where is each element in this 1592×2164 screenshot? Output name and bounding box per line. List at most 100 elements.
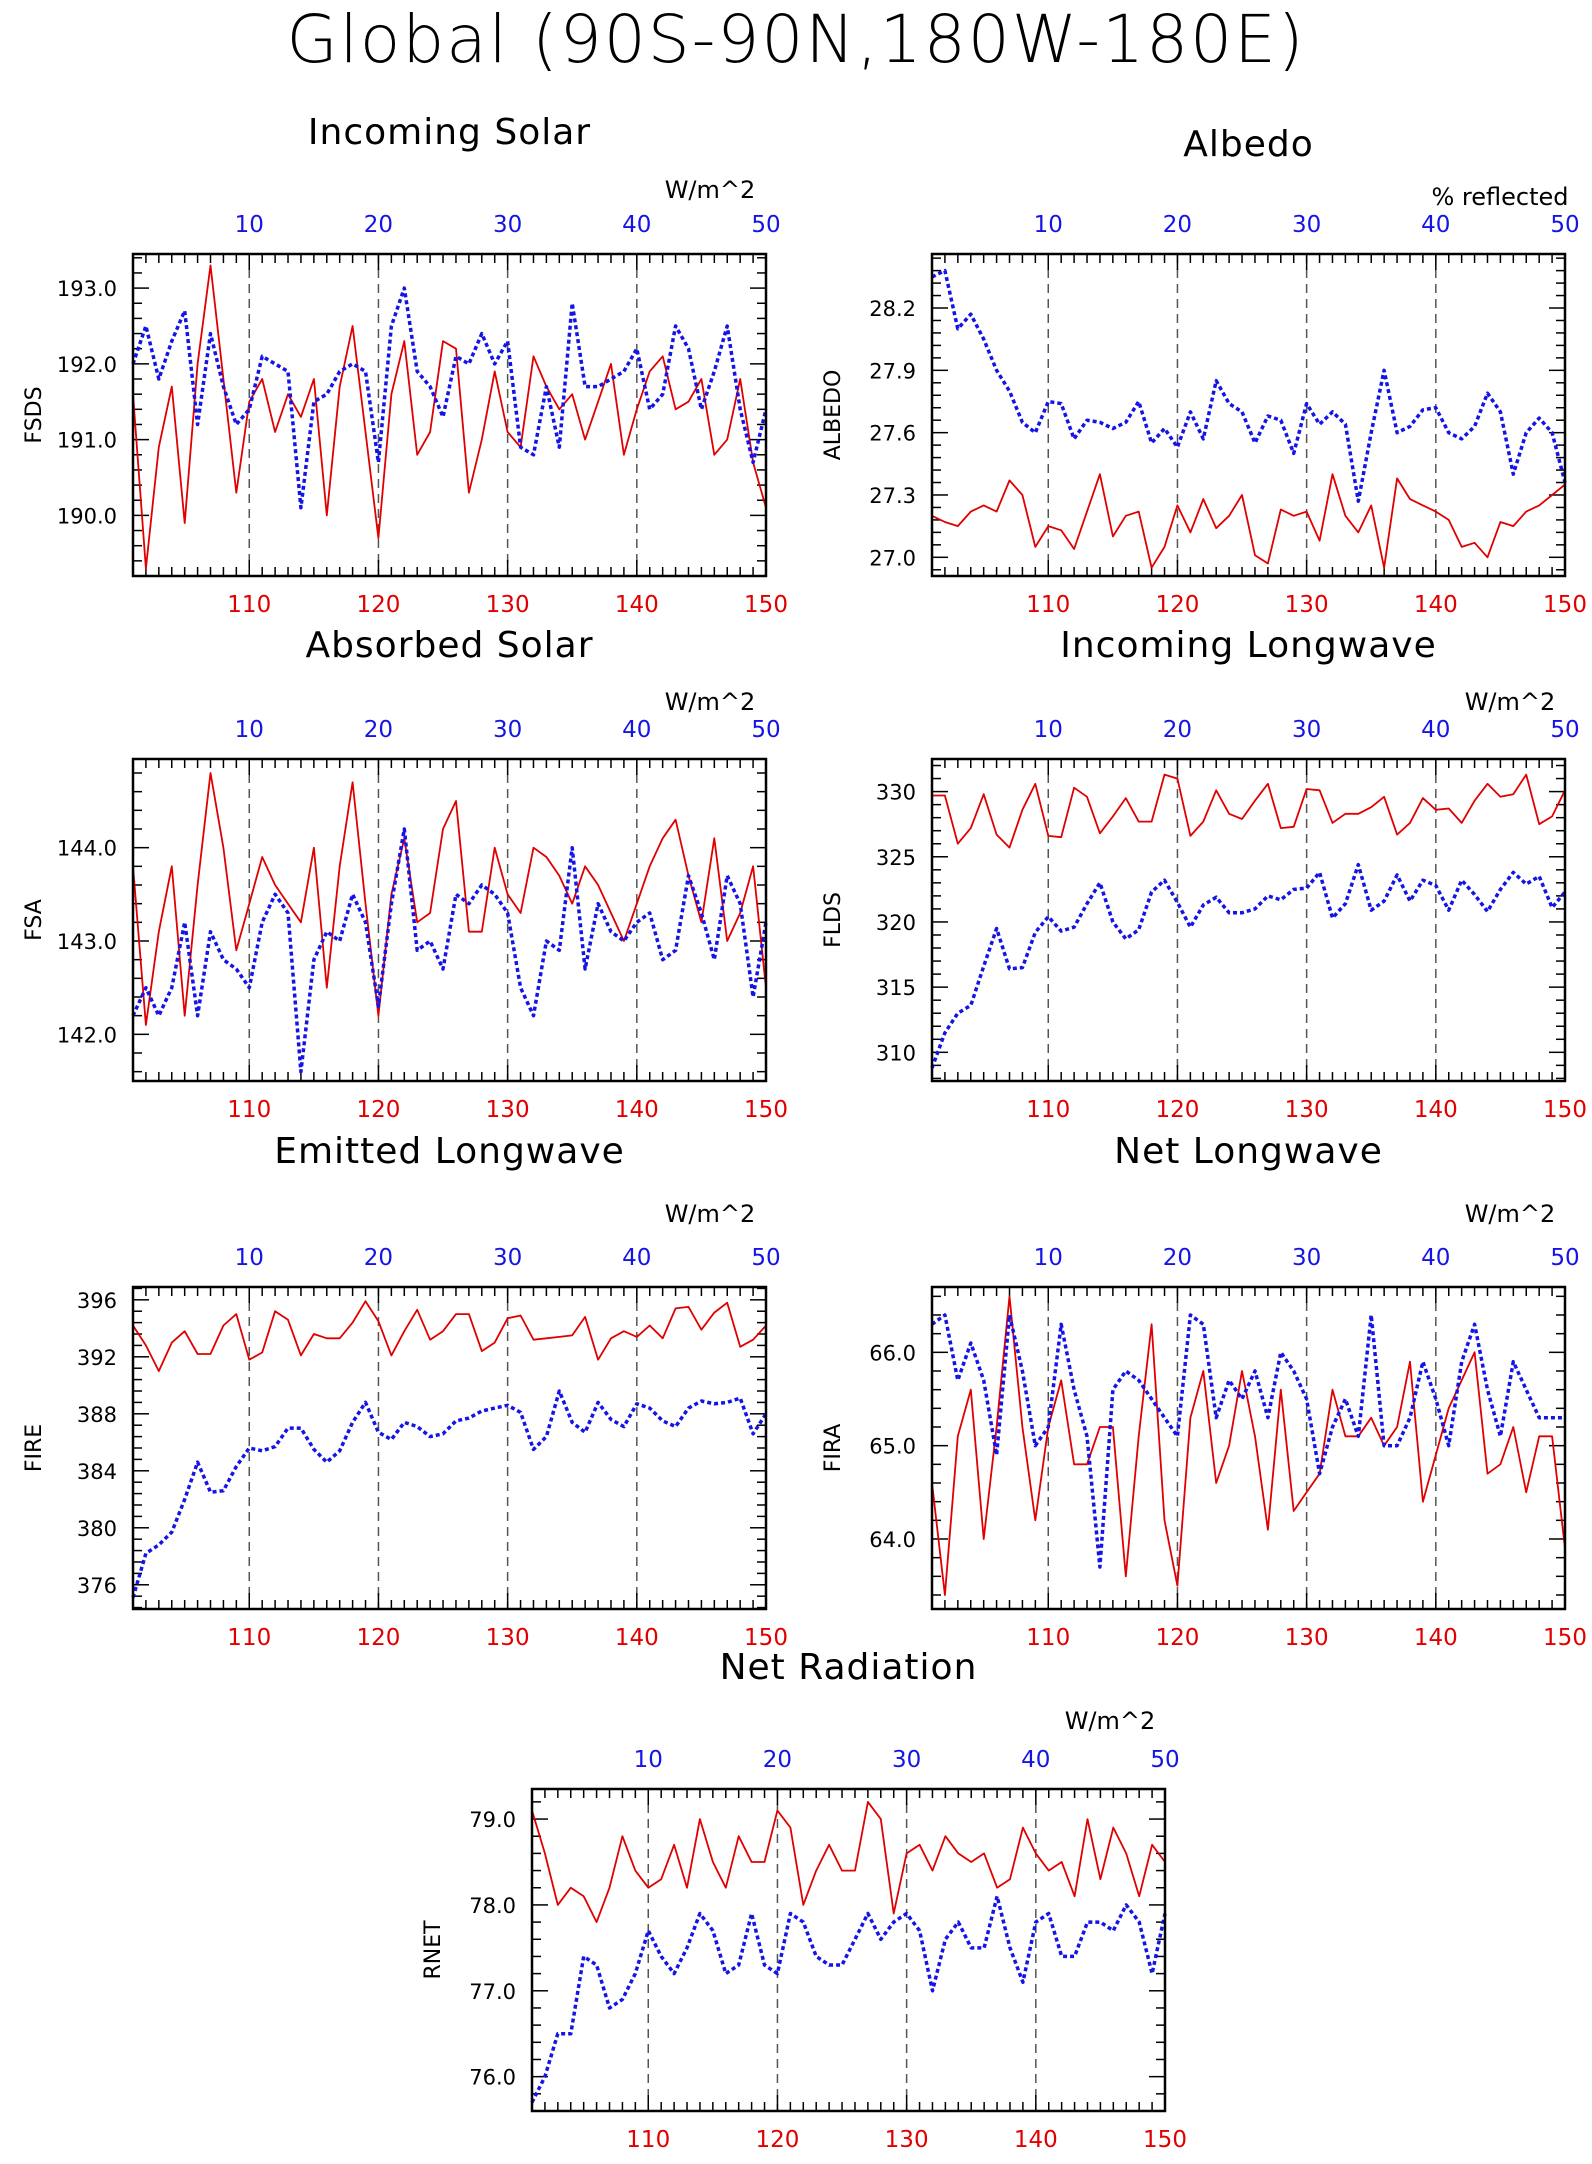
main-title: Global (90S-90N,180W-180E): [286, 1, 1305, 78]
x-tick-label-top: 10: [1034, 212, 1063, 238]
x-tick-label-bottom: 140: [615, 592, 659, 618]
y-tick-label: 320: [876, 911, 916, 935]
x-tick-label-top: 10: [1034, 717, 1063, 743]
x-tick-label-bottom: 140: [615, 1625, 659, 1651]
y-tick-label: 28.2: [869, 297, 916, 321]
x-tick-label-top: 30: [493, 1245, 522, 1271]
y-tick-label: 388: [77, 1403, 117, 1427]
x-tick-label-bottom: 150: [744, 1625, 788, 1651]
chart-title: Emitted Longwave: [274, 1131, 625, 1172]
x-tick-label-top: 30: [1292, 1245, 1321, 1271]
y-tick-label: 27.9: [869, 359, 916, 383]
x-tick-label-top: 20: [1163, 1245, 1192, 1271]
x-tick-label-top: 20: [1163, 717, 1192, 743]
series-line-blue: [931, 268, 1567, 503]
x-tick-label-top: 10: [1034, 1245, 1063, 1271]
x-tick-label-top: 40: [622, 1245, 651, 1271]
x-tick-label-bottom: 110: [1026, 592, 1070, 618]
y-axis-label: FIRA: [821, 1424, 846, 1473]
unit-label: W/m^2: [1465, 1200, 1556, 1228]
y-axis-label: RNET: [421, 1920, 446, 1980]
plot-frame: [131, 1285, 768, 1611]
x-tick-label-bottom: 140: [1014, 2127, 1058, 2153]
x-tick-label-top: 20: [364, 717, 393, 743]
x-tick-label-bottom: 110: [1026, 1625, 1070, 1651]
chart-title: Net Longwave: [1114, 1131, 1383, 1172]
x-tick-label-bottom: 150: [744, 1097, 788, 1123]
chart-title: Net Radiation: [720, 1647, 978, 1688]
plot-frame: [930, 252, 1567, 578]
y-axis-label: ALBEDO: [821, 370, 846, 461]
x-tick-label-bottom: 120: [1155, 1625, 1199, 1651]
y-tick-label: 27.0: [869, 546, 916, 570]
y-tick-label: 190.0: [57, 504, 117, 528]
x-tick-label-top: 40: [1421, 717, 1450, 743]
x-tick-label-bottom: 110: [227, 592, 271, 618]
x-tick-label-top: 30: [1292, 212, 1321, 238]
y-tick-label: 143.0: [57, 930, 117, 954]
x-tick-label-bottom: 140: [615, 1097, 659, 1123]
y-tick-label: 77.0: [469, 1980, 516, 2004]
series-line-red: [931, 1295, 1566, 1596]
plot-frame: [930, 757, 1567, 1083]
y-tick-label: 64.0: [869, 1528, 916, 1552]
y-tick-label: 392: [77, 1346, 117, 1370]
x-tick-label-top: 20: [763, 1747, 792, 1773]
y-tick-label: 142.0: [57, 1023, 117, 1047]
chart-title: Albedo: [1183, 124, 1314, 165]
chart-albedo: Albedo % reflected ALBEDO 110 120 130 140 150 10…: [821, 124, 1587, 618]
x-tick-label-bottom: 150: [1543, 592, 1587, 618]
x-tick-label-bottom: 120: [356, 592, 400, 618]
x-tick-label-top: 30: [1292, 717, 1321, 743]
plot-frame: [131, 757, 768, 1083]
series-line-blue: [530, 1894, 1167, 2104]
x-tick-label-top: 20: [364, 1245, 393, 1271]
x-tick-label-top: 10: [235, 212, 264, 238]
x-tick-label-bottom: 130: [486, 1097, 530, 1123]
chart-fsa: Absorbed Solar W/m^2 FSA 110 120 130 140 150 10 2…: [22, 625, 788, 1123]
y-tick-label: 79.0: [469, 1808, 516, 1832]
x-tick-label-bottom: 110: [626, 2127, 670, 2153]
y-tick-label: 193.0: [57, 277, 117, 301]
unit-label: W/m^2: [1465, 688, 1556, 716]
chart-flds: Incoming Longwave W/m^2 FLDS 110 120 130 140 15…: [821, 625, 1587, 1123]
y-tick-label: 144.0: [57, 837, 117, 861]
y-tick-label: 192.0: [57, 353, 117, 377]
x-tick-label-bottom: 150: [1143, 2127, 1187, 2153]
x-tick-label-top: 40: [1421, 212, 1450, 238]
x-tick-label-bottom: 130: [486, 1625, 530, 1651]
chart-title: Incoming Solar: [308, 112, 591, 153]
x-tick-label-top: 20: [364, 212, 393, 238]
series-line-red: [531, 1801, 1166, 1923]
plots-container: Incoming Solar W/m^2 FSDS 110 120 130 140 150 10…: [22, 112, 1587, 2153]
x-tick-label-top: 50: [751, 717, 780, 743]
unit-label: W/m^2: [665, 176, 756, 204]
series-line-blue: [131, 286, 768, 510]
chart-title: Incoming Longwave: [1060, 625, 1437, 666]
x-tick-label-bottom: 130: [1285, 1097, 1329, 1123]
y-tick-label: 384: [77, 1460, 117, 1484]
plot-frame: [930, 1285, 1567, 1611]
x-tick-label-top: 10: [235, 1245, 264, 1271]
y-tick-label: 330: [876, 781, 916, 805]
x-tick-label-top: 30: [493, 717, 522, 743]
unit-label: W/m^2: [665, 688, 756, 716]
x-tick-label-bottom: 110: [227, 1097, 271, 1123]
chart-fsds: Incoming Solar W/m^2 FSDS 110 120 130 140 150 10…: [22, 112, 788, 618]
y-tick-label: 76.0: [469, 2066, 516, 2090]
x-tick-label-top: 50: [1550, 212, 1579, 238]
x-tick-label-bottom: 120: [1155, 592, 1199, 618]
x-tick-label-bottom: 140: [1414, 1625, 1458, 1651]
unit-label: % reflected: [1431, 183, 1568, 211]
x-tick-label-top: 40: [622, 717, 651, 743]
series-line-red: [132, 1300, 767, 1372]
x-tick-label-top: 50: [751, 212, 780, 238]
x-tick-label-bottom: 120: [356, 1097, 400, 1123]
y-tick-label: 310: [876, 1041, 916, 1065]
x-tick-label-top: 40: [1021, 1747, 1050, 1773]
y-tick-label: 78.0: [469, 1894, 516, 1918]
x-tick-label-bottom: 130: [486, 592, 530, 618]
unit-label: W/m^2: [665, 1200, 756, 1228]
